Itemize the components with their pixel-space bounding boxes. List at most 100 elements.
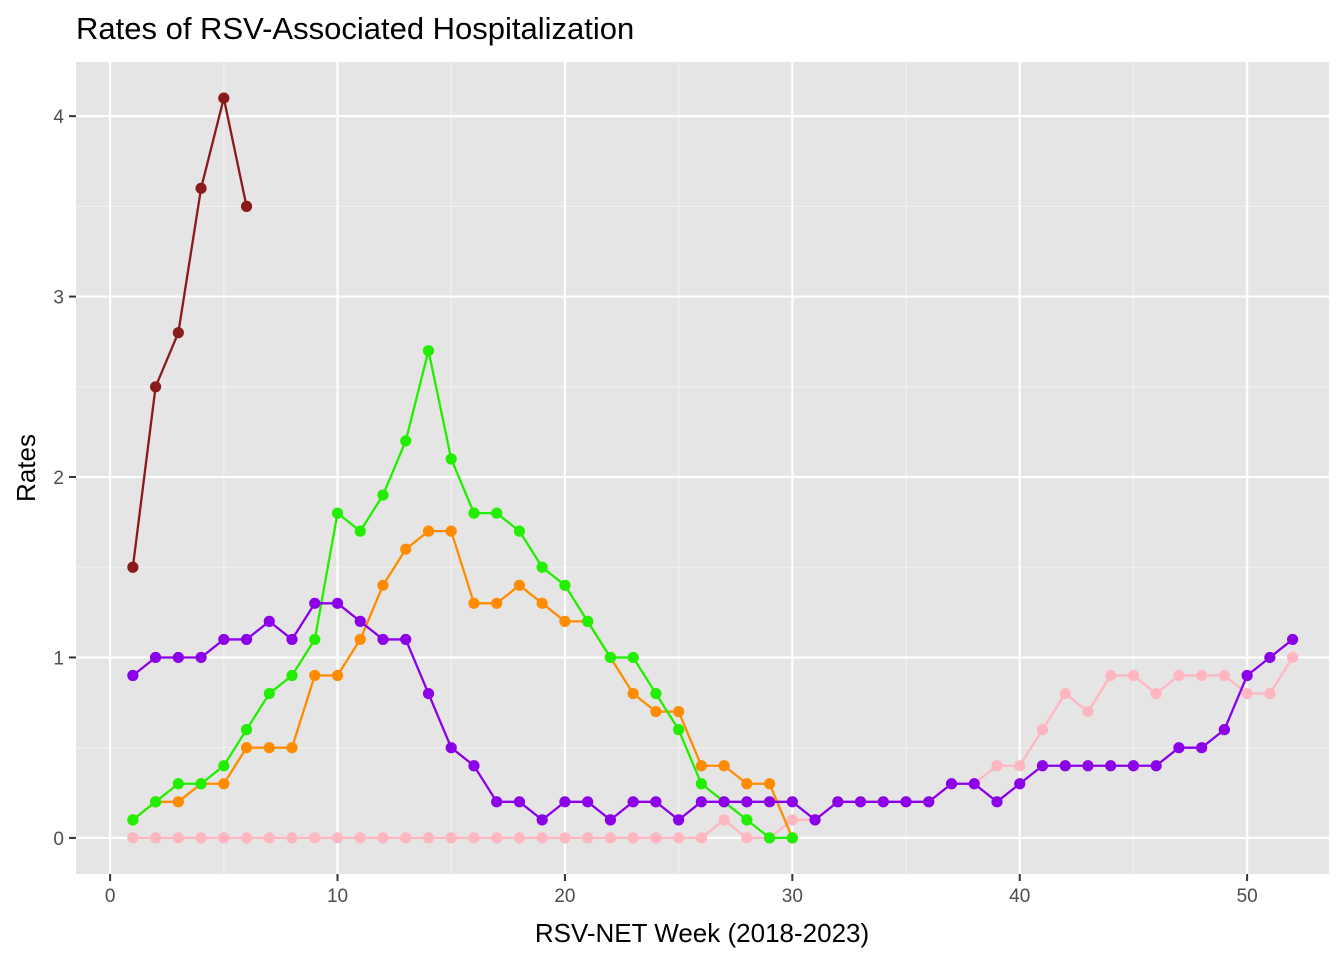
data-point: [559, 615, 571, 627]
data-point: [263, 687, 275, 700]
data-point: [536, 832, 548, 844]
data-point: [400, 832, 412, 844]
data-point: [218, 778, 230, 790]
data-point: [1036, 760, 1049, 772]
data-point: [354, 633, 366, 646]
data-point: [1287, 651, 1299, 664]
data-point: [331, 507, 344, 519]
y-tick-label: 2: [53, 468, 64, 489]
data-point: [491, 507, 503, 519]
data-point: [149, 651, 162, 664]
data-point: [354, 525, 366, 537]
data-point: [695, 778, 707, 790]
data-point: [491, 597, 503, 609]
data-point: [786, 814, 798, 826]
data-point: [445, 832, 457, 844]
data-point: [1264, 687, 1276, 700]
data-point: [1127, 760, 1140, 772]
major-gridlines: [76, 62, 1329, 874]
data-point: [422, 525, 435, 537]
data-point: [650, 687, 662, 700]
data-point: [900, 796, 912, 808]
y-axis-title: Rates: [11, 434, 41, 502]
data-point: [1196, 742, 1208, 754]
data-point: [377, 633, 389, 646]
x-tick-label: 0: [105, 886, 116, 907]
data-point: [1287, 633, 1299, 646]
data-point: [377, 832, 389, 844]
plot-panel: [76, 62, 1329, 874]
series-0: [127, 92, 253, 573]
data-point: [240, 724, 253, 736]
data-point: [650, 706, 662, 718]
data-point: [309, 669, 321, 682]
series-line: [132, 656, 1294, 840]
data-point: [1105, 669, 1117, 682]
data-point: [1173, 742, 1185, 754]
data-point: [331, 832, 344, 844]
data-point: [763, 796, 776, 808]
data-point: [195, 651, 207, 664]
y-tick-label: 0: [53, 829, 64, 850]
data-point: [195, 182, 207, 194]
data-point: [172, 778, 184, 790]
data-point: [718, 760, 730, 772]
data-point: [422, 345, 435, 357]
data-point: [354, 615, 366, 627]
y-tick-label: 3: [53, 288, 64, 309]
data-point: [445, 742, 457, 754]
data-point: [377, 489, 389, 501]
data-point: [218, 633, 230, 646]
data-point: [582, 796, 594, 808]
data-point: [741, 814, 753, 826]
data-point: [582, 832, 594, 844]
data-point: [991, 760, 1003, 772]
data-point: [1082, 706, 1094, 718]
data-point: [331, 597, 344, 609]
data-point: [195, 778, 207, 790]
data-point: [309, 633, 321, 646]
data-point: [468, 507, 480, 519]
data-point: [286, 669, 298, 682]
data-point: [263, 615, 275, 627]
data-point: [627, 687, 639, 700]
data-point: [627, 796, 639, 808]
data-point: [149, 796, 162, 808]
data-point: [741, 796, 753, 808]
series-line: [131, 96, 248, 568]
data-point: [1105, 760, 1117, 772]
series-line: [132, 602, 1294, 822]
y-axis: 0 1 2 3 4: [53, 107, 76, 850]
data-point: [1059, 760, 1071, 772]
data-point: [1241, 687, 1253, 700]
data-point: [354, 832, 366, 844]
data-point: [582, 615, 594, 627]
data-point: [422, 832, 435, 844]
data-point: [309, 832, 321, 844]
data-point: [536, 814, 548, 826]
data-point: [172, 651, 184, 664]
data-point: [536, 597, 548, 609]
series-layer: [127, 92, 1299, 844]
data-point: [627, 651, 639, 664]
data-point: [331, 669, 344, 682]
data-point: [718, 814, 730, 826]
data-point: [1264, 651, 1276, 664]
data-point: [1173, 669, 1185, 682]
data-point: [1014, 760, 1026, 772]
data-point: [945, 778, 958, 790]
data-point: [786, 832, 798, 844]
data-point: [400, 435, 412, 447]
data-point: [627, 832, 639, 844]
data-point: [240, 742, 253, 754]
data-point: [513, 832, 526, 844]
data-point: [491, 796, 503, 808]
data-point: [695, 832, 707, 844]
data-point: [1196, 669, 1208, 682]
data-point: [854, 796, 867, 808]
data-point: [673, 814, 685, 826]
data-point: [1150, 687, 1162, 700]
data-point: [422, 687, 435, 700]
